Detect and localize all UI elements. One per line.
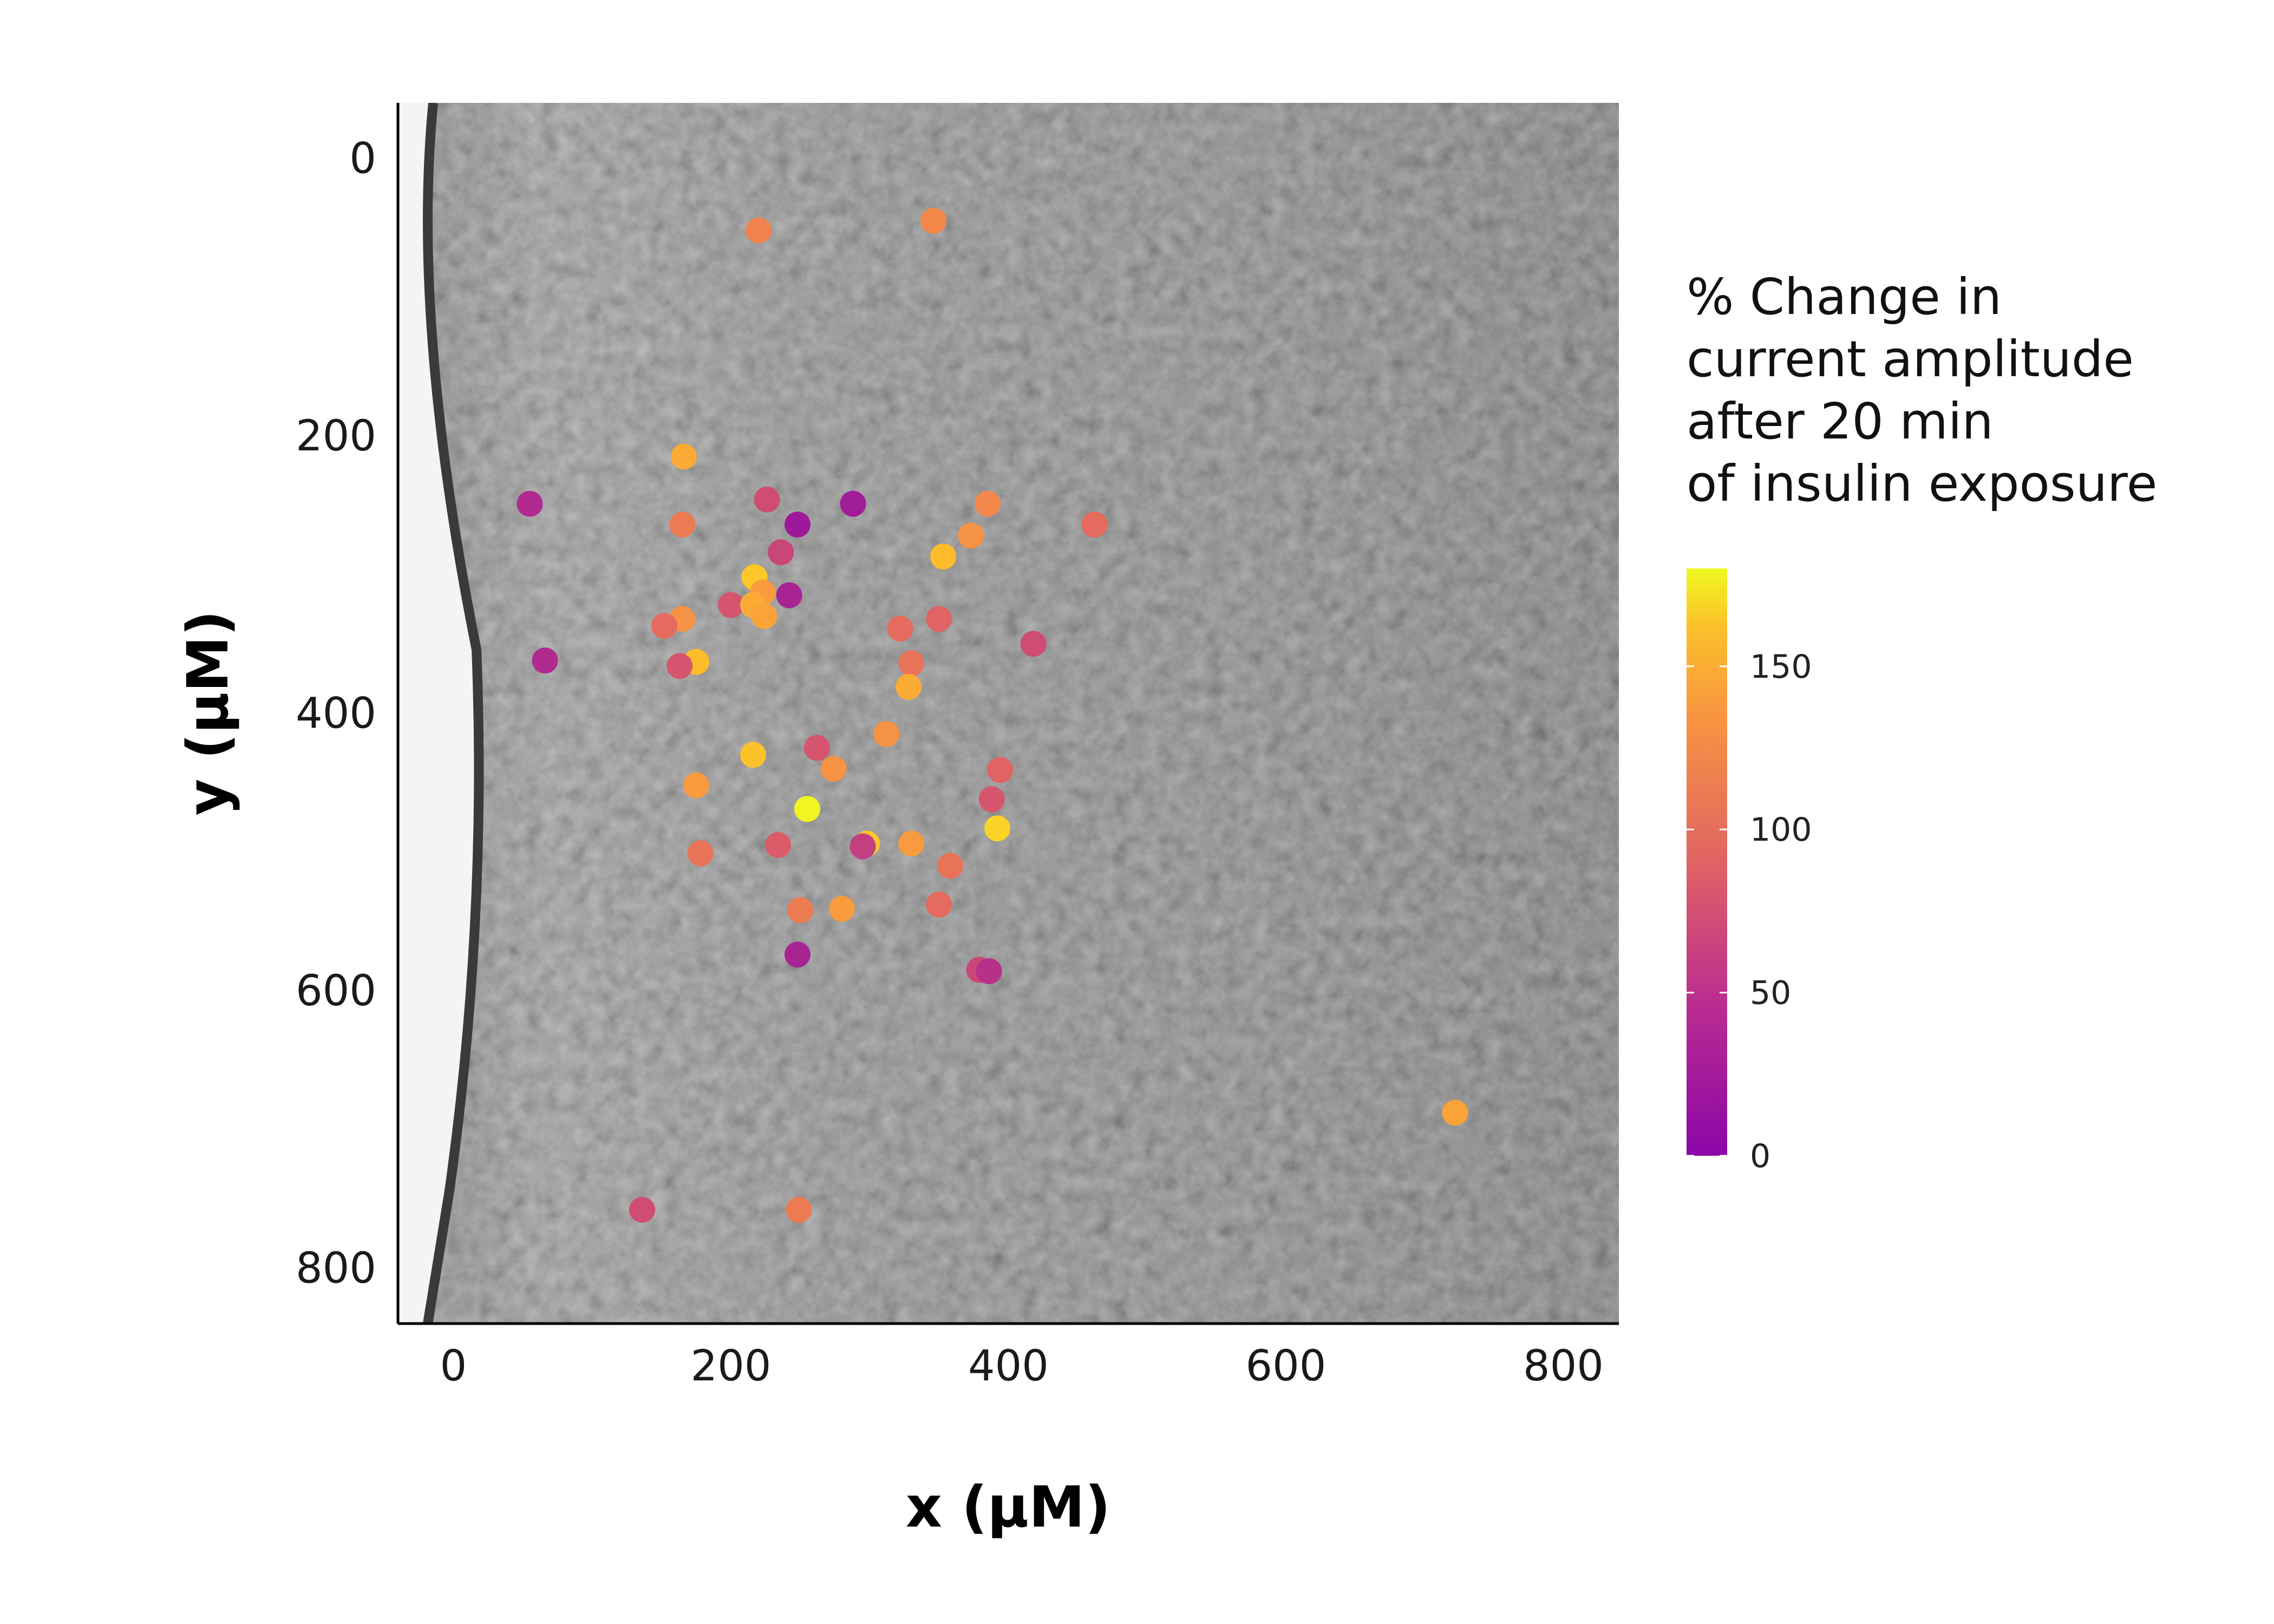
data-point — [785, 941, 811, 968]
y-tick-label: 200 — [296, 412, 376, 461]
data-point — [687, 840, 714, 867]
y-axis-ticks: 0 200 400 600 800 — [296, 135, 376, 1293]
data-point — [629, 1196, 655, 1223]
y-tick-label: 0 — [349, 135, 376, 184]
color-legend: % Change in current amplitude after 20 m… — [1687, 268, 2157, 1175]
legend-title-line-4: of insulin exposure — [1687, 455, 2157, 513]
data-point — [651, 613, 677, 639]
data-point — [898, 830, 925, 857]
data-point — [740, 742, 766, 768]
data-point — [787, 897, 814, 924]
colorbar-tick-label: 0 — [1750, 1137, 1770, 1175]
colorbar-tick-label: 150 — [1750, 648, 1812, 686]
data-point — [820, 756, 847, 782]
data-point — [930, 543, 957, 569]
colorbar-tick-label: 100 — [1750, 811, 1812, 849]
y-tick-label: 400 — [296, 690, 376, 738]
data-point — [984, 815, 1010, 842]
data-point — [987, 757, 1014, 783]
x-axis-title: x (μM) — [906, 1474, 1110, 1540]
legend-title-line-1: % Change in — [1687, 268, 2002, 326]
data-point — [765, 831, 792, 858]
x-tick-label: 0 — [440, 1342, 467, 1391]
microscopy-background — [398, 103, 1619, 1324]
data-point — [532, 647, 558, 674]
data-point — [926, 892, 952, 918]
colorbar-ticks: 0 50 100 150 — [1687, 648, 1812, 1175]
x-tick-label: 200 — [691, 1342, 772, 1391]
y-axis-title: y (μM) — [175, 610, 241, 815]
data-point — [1442, 1099, 1468, 1126]
data-point — [683, 772, 709, 798]
data-point — [829, 895, 855, 922]
data-point — [1020, 631, 1047, 657]
data-point — [873, 721, 899, 747]
data-point — [754, 486, 780, 513]
data-point — [898, 650, 925, 677]
data-point — [958, 522, 984, 549]
x-axis-ticks: 0 200 400 600 800 — [440, 1342, 1604, 1391]
data-point — [666, 653, 693, 679]
data-point — [517, 490, 543, 517]
data-point — [887, 615, 913, 642]
data-point — [669, 512, 696, 538]
data-point — [670, 443, 697, 470]
data-point — [1081, 512, 1108, 538]
data-point — [794, 796, 820, 822]
x-tick-label: 400 — [968, 1342, 1049, 1391]
data-point — [840, 490, 866, 517]
data-point — [786, 1196, 812, 1223]
data-point — [850, 833, 876, 860]
data-point — [803, 735, 830, 761]
data-point — [937, 853, 963, 879]
data-point — [896, 673, 922, 700]
data-point — [975, 490, 1001, 517]
data-point — [920, 207, 947, 234]
colorbar — [1687, 568, 1727, 1156]
y-tick-label: 600 — [296, 967, 376, 1016]
data-point — [978, 786, 1005, 813]
data-point — [768, 539, 794, 566]
colorbar-tick-label: 50 — [1750, 974, 1791, 1012]
legend-title-line-2: current amplitude — [1687, 330, 2134, 388]
x-tick-label: 800 — [1523, 1342, 1604, 1391]
data-point — [976, 958, 1002, 985]
data-point — [785, 512, 811, 538]
data-point — [751, 603, 777, 630]
y-tick-label: 800 — [296, 1245, 376, 1293]
data-point — [776, 582, 802, 608]
data-points — [517, 207, 1468, 1223]
data-point — [718, 592, 744, 618]
legend-title-line-3: after 20 min — [1687, 392, 1994, 450]
data-point — [926, 606, 952, 632]
x-tick-label: 600 — [1246, 1342, 1327, 1391]
data-point — [746, 217, 772, 244]
